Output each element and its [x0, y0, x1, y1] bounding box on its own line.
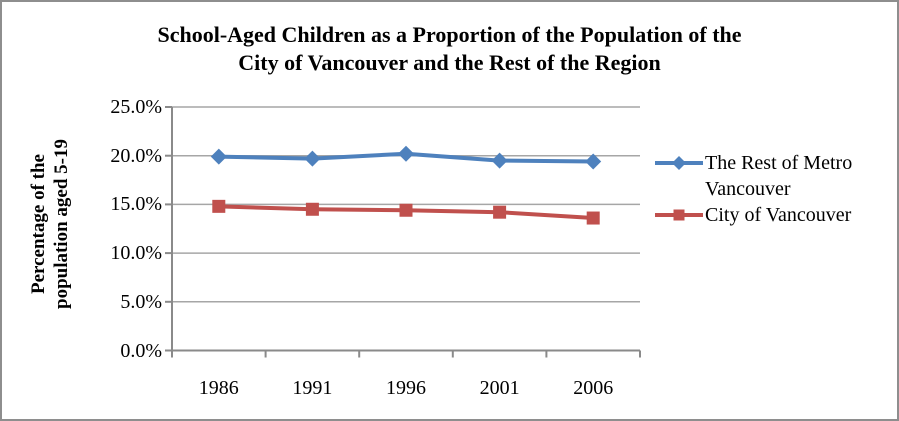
data-point-marker [398, 145, 414, 162]
data-point-marker [586, 211, 600, 225]
y-tick-label: 25.0% [110, 96, 162, 118]
legend-label: The Rest of Metro Vancouver [705, 152, 853, 200]
data-point-marker [212, 199, 226, 213]
legend-item-city-of-vancouver: City of Vancouver [655, 202, 895, 228]
legend-item-rest-of-metro-vancouver: The Rest of Metro Vancouver [655, 150, 895, 202]
data-point-marker [672, 156, 686, 170]
y-tick-label: 5.0% [120, 290, 162, 313]
chart-title-line-1: School-Aged Children as a Proportion of … [157, 22, 742, 47]
legend-label: City of Vancouver [705, 204, 852, 226]
data-point-marker [673, 209, 685, 221]
data-point-marker [493, 205, 507, 219]
chart-title: School-Aged Children as a Proportion of … [2, 21, 897, 77]
chart-title-line-2: City of Vancouver and the Rest of the Re… [238, 50, 661, 75]
legend: The Rest of Metro Vancouver City of Vanc… [655, 150, 895, 228]
y-tick-label: 20.0% [110, 144, 162, 167]
y-tick-label: 15.0% [110, 193, 162, 216]
data-point-marker [585, 153, 602, 170]
x-tick-label: 1996 [386, 377, 426, 399]
x-tick-label: 2001 [479, 377, 520, 399]
x-tick-label: 1991 [292, 377, 333, 399]
legend-line-diamond-icon [655, 156, 703, 170]
y-tick-label: 10.0% [110, 242, 162, 265]
data-point-marker [304, 150, 321, 167]
x-tick-label: 1986 [198, 377, 239, 399]
data-point-marker [210, 148, 227, 165]
data-point-marker [305, 202, 319, 216]
y-tick-label: 0.0% [120, 339, 162, 362]
data-point-marker [399, 203, 413, 217]
x-tick-label: 2006 [573, 377, 614, 399]
data-point-marker [491, 152, 508, 169]
legend-line-square-icon [655, 209, 703, 221]
